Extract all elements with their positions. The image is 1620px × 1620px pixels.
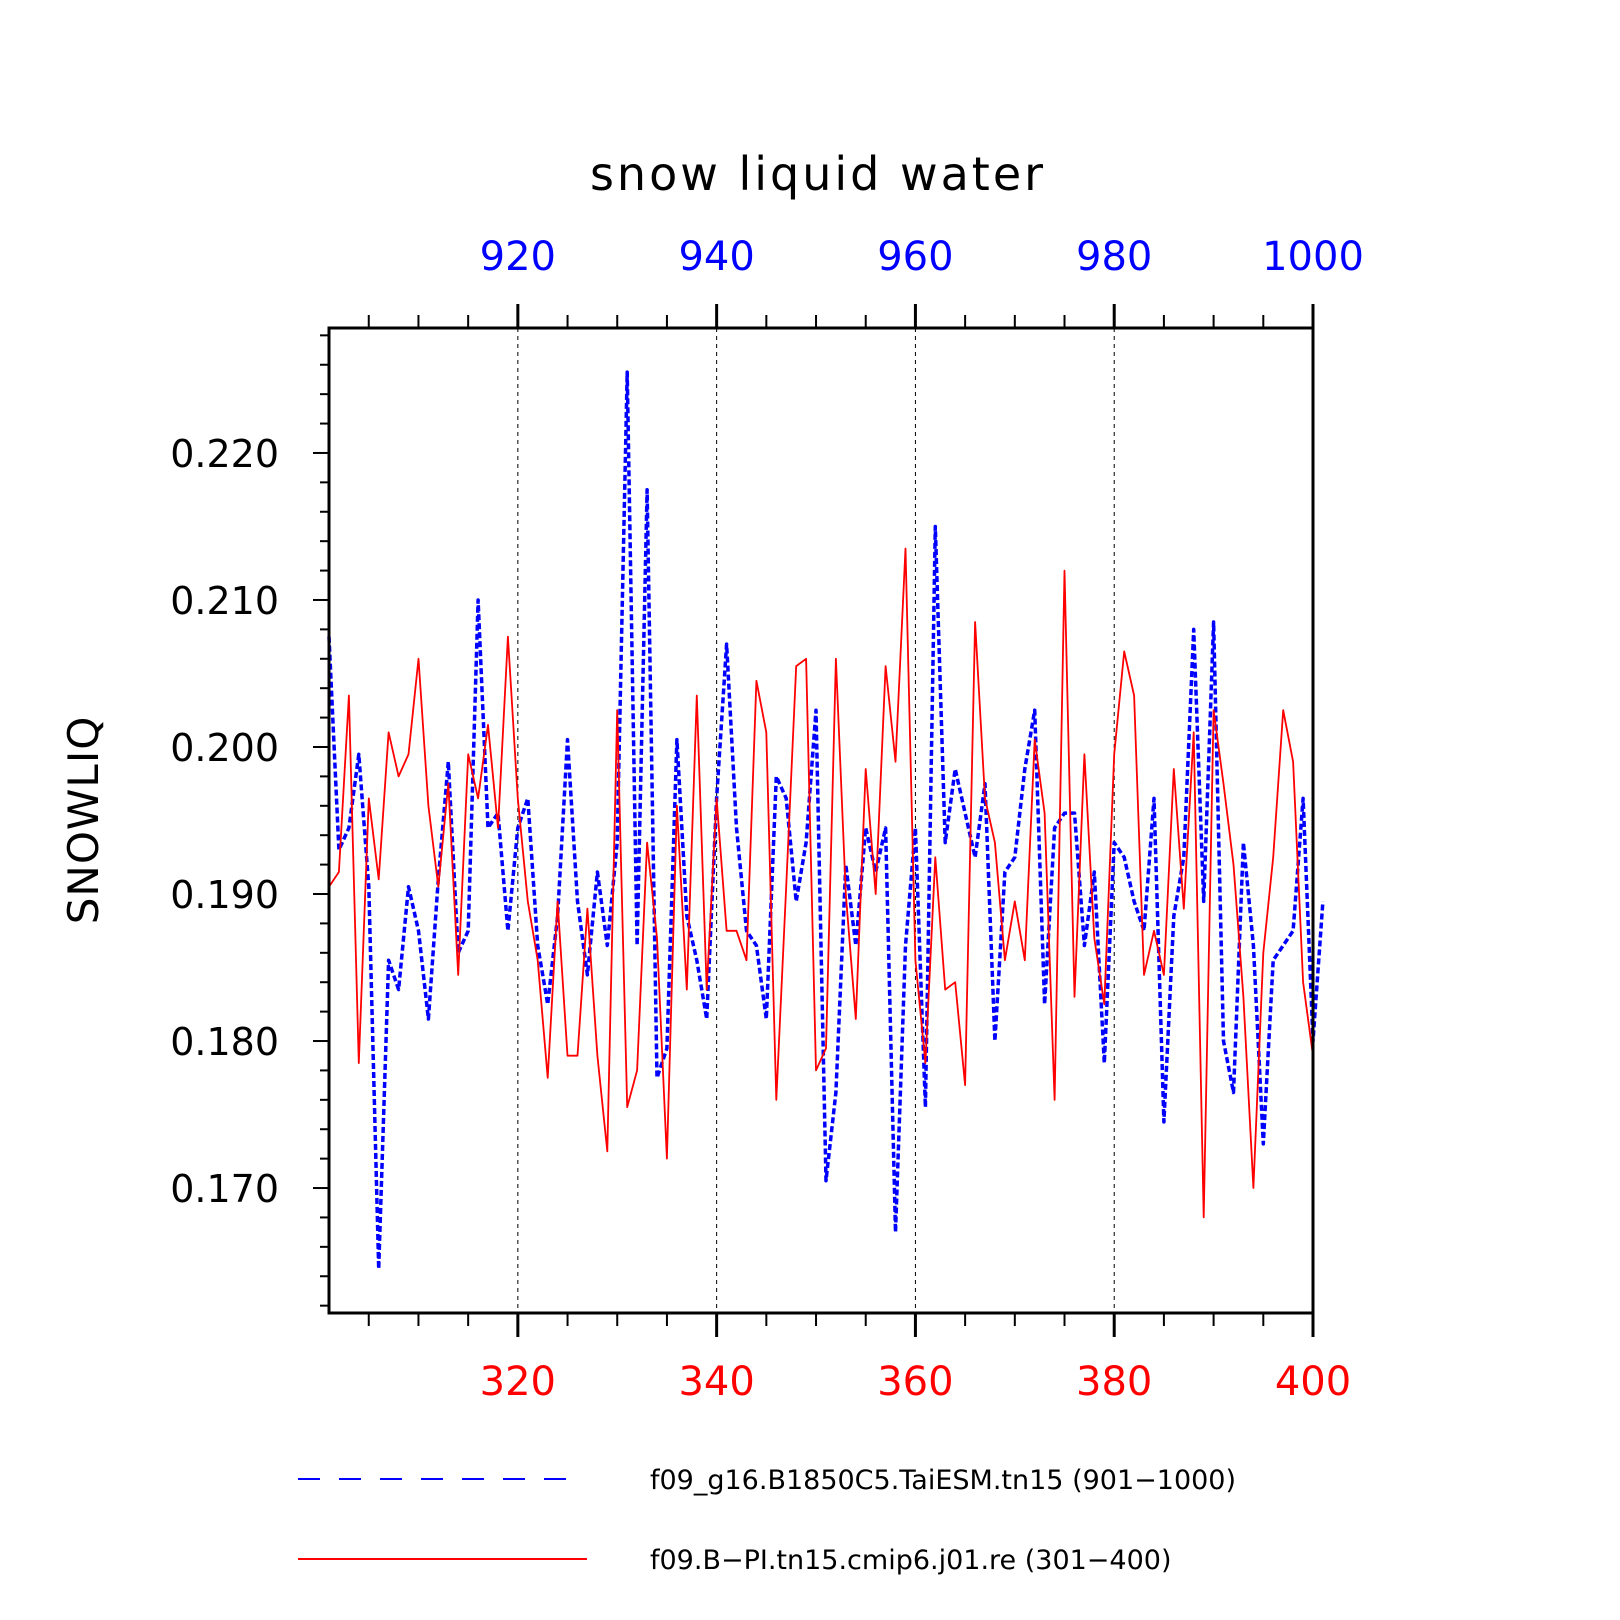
series-line-1: [327, 370, 1325, 1271]
top-tick-label: 940: [678, 234, 754, 280]
plot-frame: [327, 326, 1315, 1315]
series-layer: [327, 370, 1325, 1271]
top-tick-label: 1000: [1262, 234, 1364, 280]
bottom-tick-label: 400: [1275, 1359, 1351, 1405]
legend-label-2: f09.B−PI.tn15.cmip6.j01.re (301−400): [650, 1545, 1172, 1576]
grid-lines: [517, 328, 1115, 1313]
top-tick-label: 960: [877, 234, 953, 280]
axes: 0.170 0.180 0.190 0.200 0.210 0.220 920 940 960 9…: [170, 234, 1364, 1405]
y-tick-label: 0.170: [170, 1167, 279, 1211]
y-tick-label: 0.220: [170, 432, 279, 476]
top-tick-label: 920: [480, 234, 556, 280]
bottom-tick-label: 320: [480, 1359, 556, 1405]
chart-title: snow liquid water: [590, 147, 1046, 201]
bottom-tick-label: 340: [678, 1359, 754, 1405]
y-tick-label: 0.180: [170, 1020, 279, 1064]
top-tick-label: 980: [1076, 234, 1152, 280]
y-tick-label: 0.200: [170, 726, 279, 770]
bottom-tick-label: 380: [1076, 1359, 1152, 1405]
y-axis-label: SNOWLIQ: [59, 716, 108, 925]
bottom-tick-label: 360: [877, 1359, 953, 1405]
legend-label-1: f09_g16.B1850C5.TaiESM.tn15 (901−1000): [650, 1465, 1236, 1496]
y-tick-label: 0.190: [170, 873, 279, 917]
series-line-2: [328, 547, 1314, 1219]
legend: f09_g16.B1850C5.TaiESM.tn15 (901−1000) f0…: [298, 1465, 1236, 1576]
y-tick-label: 0.210: [170, 579, 279, 623]
